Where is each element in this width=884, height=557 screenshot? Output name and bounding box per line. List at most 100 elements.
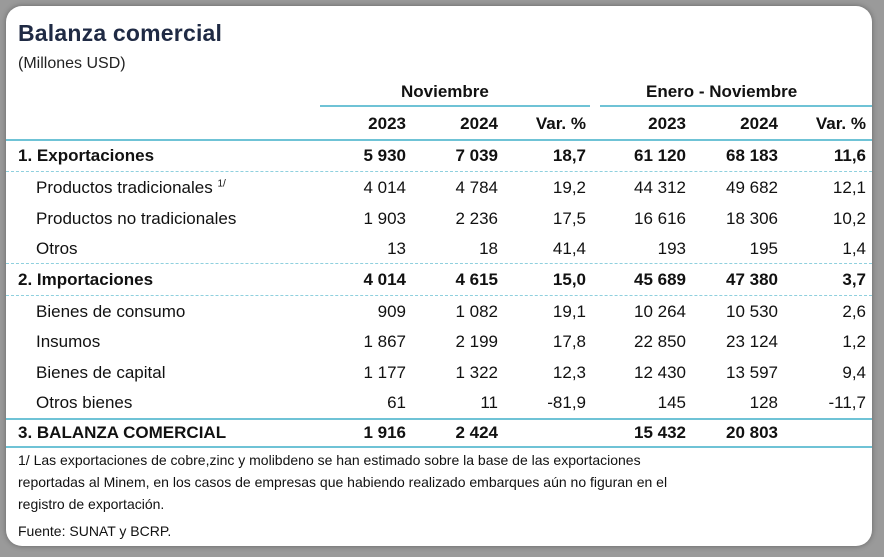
cell: 195 <box>749 239 778 258</box>
cell: 1 177 <box>363 363 406 382</box>
cell: -81,9 <box>547 393 586 412</box>
cell: 41,4 <box>552 239 586 258</box>
cell: 10 530 <box>726 302 778 321</box>
row-label: 3. BALANZA COMERCIAL <box>18 423 227 442</box>
cell: 2 424 <box>455 423 498 442</box>
footnote-line: registro de exportación. <box>18 496 165 512</box>
cell: 12,3 <box>552 363 586 382</box>
row-label: 1. Exportaciones <box>18 146 155 165</box>
cell: 47 380 <box>726 270 778 289</box>
cell: 11 <box>480 393 498 412</box>
cell: 49 682 <box>726 178 778 197</box>
cell: 1,2 <box>842 332 866 351</box>
cell: 19,1 <box>552 302 586 321</box>
cell: 4 014 <box>363 270 406 289</box>
cell: 1 082 <box>455 302 498 321</box>
cell: 909 <box>377 302 406 321</box>
table-row: 2. Importaciones 4 014 4 615 15,0 45 689… <box>6 266 872 296</box>
col-header: Var. % <box>535 114 586 133</box>
table-row-total: 3. BALANZA COMERCIAL 1 916 2 424 15 432 … <box>6 419 872 449</box>
cell: 9,4 <box>842 363 866 382</box>
cell: 2 199 <box>455 332 498 351</box>
row-label-text: Productos tradicionales <box>36 178 213 197</box>
cell: 68 183 <box>726 146 778 165</box>
cell: 15,0 <box>552 270 586 289</box>
bottom-rule <box>6 446 872 448</box>
units-subtitle: (Millones USD) <box>18 55 126 72</box>
cell: 4 014 <box>363 178 406 197</box>
cell: 18,7 <box>552 146 586 165</box>
cell: 13 <box>387 239 406 258</box>
row-label: 2. Importaciones <box>18 270 154 289</box>
cell: 22 850 <box>634 332 686 351</box>
cell: 5 930 <box>363 146 406 165</box>
cell: 18 306 <box>726 209 778 228</box>
page-title: Balanza comercial <box>18 20 223 46</box>
header-rule <box>6 139 872 141</box>
cell: 4 615 <box>455 270 498 289</box>
row-label: Otros bienes <box>36 393 133 412</box>
cell: 1 916 <box>363 423 406 442</box>
cell: 23 124 <box>726 332 778 351</box>
source-note: Fuente: SUNAT y BCRP. <box>18 523 172 539</box>
col-header: 2024 <box>460 114 498 133</box>
row-label: Bienes de consumo <box>36 302 186 321</box>
col-header: 2024 <box>740 114 778 133</box>
cell: 18 <box>479 239 498 258</box>
cell: 1 867 <box>363 332 406 351</box>
cell: 193 <box>657 239 686 258</box>
cell: 11,6 <box>833 146 866 165</box>
header-group-enero-noviembre: Enero - Noviembre <box>646 82 798 101</box>
footnote-line: reportadas al Minem, en los casos de emp… <box>18 474 668 490</box>
table-row: Productos tradicionales 1/ 4 014 4 784 1… <box>6 174 872 204</box>
table-row: Otros bienes 61 11 -81,9 145 128 -11,7 <box>6 389 872 419</box>
cell: 20 803 <box>726 423 778 442</box>
row-label: Productos no tradicionales <box>36 209 237 228</box>
row-label: Bienes de capital <box>36 363 166 382</box>
cell: 2 236 <box>455 209 498 228</box>
cell: 128 <box>749 393 778 412</box>
table-row: Insumos 1 867 2 199 17,8 22 850 23 124 1… <box>6 328 872 358</box>
group-rule-right <box>600 105 872 107</box>
row-label: Insumos <box>36 332 101 351</box>
cell: 45 689 <box>634 270 686 289</box>
table-row: Productos no tradicionales 1 903 2 236 1… <box>6 205 872 235</box>
cell: 10 264 <box>634 302 686 321</box>
row-divider <box>6 171 872 173</box>
cell: 7 039 <box>455 146 498 165</box>
cell: 12,1 <box>832 178 866 197</box>
cell: 13 597 <box>726 363 778 382</box>
table-row: Bienes de consumo 909 1 082 19,1 10 264 … <box>6 298 872 328</box>
header-group-noviembre: Noviembre <box>401 82 489 101</box>
cell: 10,2 <box>832 209 866 228</box>
footnote-marker: 1/ <box>217 178 226 190</box>
footnote-line: 1/ Las exportaciones de cobre,zinc y mol… <box>18 452 641 468</box>
row-label: Productos tradicionales 1/ <box>36 178 226 198</box>
cell: 1,4 <box>842 239 866 258</box>
row-label: Otros <box>36 239 78 258</box>
cell: 17,5 <box>552 209 586 228</box>
cell: 44 312 <box>634 178 686 197</box>
cell: 145 <box>657 393 686 412</box>
cell: 4 784 <box>455 178 498 197</box>
cell: 3,7 <box>842 270 866 289</box>
col-header: 2023 <box>368 114 406 133</box>
row-divider <box>6 263 872 265</box>
cell: 15 432 <box>634 423 686 442</box>
cell: 1 322 <box>455 363 498 382</box>
group-rule-left <box>320 105 590 107</box>
cell: 2,6 <box>842 302 866 321</box>
col-header: Var. % <box>815 114 866 133</box>
table-row: Otros 13 18 41,4 193 195 1,4 <box>6 235 872 265</box>
total-rule <box>6 418 872 420</box>
table-row: 1. Exportaciones 5 930 7 039 18,7 61 120… <box>6 142 872 172</box>
cell: 1 903 <box>363 209 406 228</box>
cell: 61 <box>387 393 406 412</box>
cell: 12 430 <box>634 363 686 382</box>
col-header: 2023 <box>648 114 686 133</box>
cell: 16 616 <box>634 209 686 228</box>
column-header-row: 2023 2024 Var. % 2023 2024 Var. % <box>6 110 872 140</box>
row-divider <box>6 295 872 297</box>
cell: 19,2 <box>552 178 586 197</box>
cell: 61 120 <box>634 146 686 165</box>
